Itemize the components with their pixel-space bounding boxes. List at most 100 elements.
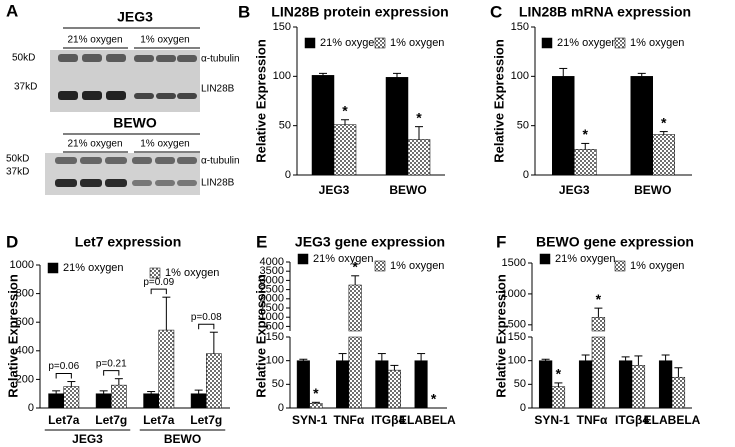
band xyxy=(177,93,197,99)
significance-label: * xyxy=(352,259,358,275)
y-tick-label: 50 xyxy=(272,378,284,390)
bar xyxy=(414,360,428,409)
protein-label: LIN28B xyxy=(201,178,235,189)
bar xyxy=(407,139,431,176)
protein-label: α-tubulin xyxy=(201,54,240,65)
bands xyxy=(55,157,197,187)
x-tick-label: BEWO xyxy=(634,183,671,197)
chart-title: JEG3 gene expression xyxy=(295,234,445,250)
bar xyxy=(652,134,675,176)
x-tick-label: ITGβ4 xyxy=(615,413,649,427)
significance-label: * xyxy=(431,391,437,407)
band xyxy=(58,91,78,100)
y-tick-label: 50 xyxy=(517,120,529,132)
y-tick-label: 100 xyxy=(266,355,284,367)
significance-label: * xyxy=(661,114,667,130)
band xyxy=(106,91,126,100)
legend-label: 1% oxygen xyxy=(165,267,219,279)
bar xyxy=(591,336,606,409)
marker-label: 37kD xyxy=(14,82,37,93)
y-tick-label: 150 xyxy=(273,21,291,33)
y-tick-label: 150 xyxy=(266,331,284,343)
x-tick-label: Let7g xyxy=(95,413,127,427)
x-tick-label: Let7g xyxy=(190,413,222,427)
y-tick-label: 0 xyxy=(285,169,291,181)
bar xyxy=(574,149,597,176)
band xyxy=(156,55,176,62)
bar xyxy=(143,393,160,409)
band xyxy=(132,180,152,186)
bands xyxy=(58,54,197,100)
significance-label: * xyxy=(416,109,422,125)
bar xyxy=(551,386,566,409)
bar xyxy=(296,360,310,409)
bar xyxy=(190,393,207,409)
legend-label: 21% oxygen xyxy=(320,37,381,49)
legend-swatch xyxy=(297,253,309,265)
band xyxy=(134,55,154,62)
bracket xyxy=(55,373,72,379)
x-tick-label: SYN-1 xyxy=(292,413,328,427)
bar xyxy=(48,393,64,409)
y-tick-label: 0 xyxy=(28,402,34,414)
y-axis-label: Relative Expression xyxy=(253,39,268,163)
bar xyxy=(333,124,357,176)
y-tick-label: 150 xyxy=(508,331,526,343)
significance-label: * xyxy=(556,366,562,382)
y-tick-label: 50 xyxy=(279,120,291,132)
bar xyxy=(671,376,686,409)
chart-title: LIN28B protein expression xyxy=(271,4,448,20)
protein-label: LIN28B xyxy=(201,84,235,95)
bar xyxy=(375,360,389,409)
y-axis-label: Relative Expression xyxy=(253,274,268,398)
y-tick-label: 200 xyxy=(16,373,34,385)
blot-title: BEWO xyxy=(113,115,157,131)
p-value-label: p=0.21 xyxy=(96,358,127,369)
x-tick-label: TNFα xyxy=(577,413,608,427)
band xyxy=(132,157,152,164)
panel-a: A JEG3 21% oxygen 1% oxygen 50kD 37kD α-… xyxy=(6,1,240,195)
y-tick-label: 50 xyxy=(514,378,526,390)
panel-letter: D xyxy=(6,232,18,251)
bar xyxy=(618,360,633,409)
legend-label: 21% oxygen xyxy=(63,262,124,274)
bar xyxy=(631,365,646,409)
band xyxy=(80,157,102,164)
y-tick-label: 0 xyxy=(523,169,529,181)
legend-swatch xyxy=(47,262,59,274)
bar xyxy=(206,353,222,409)
bar xyxy=(538,360,553,409)
marker-label: 37kD xyxy=(6,167,29,178)
chart-title: LIN28B mRNA expression xyxy=(519,4,691,20)
x-tick-label: Let7a xyxy=(143,413,175,427)
band xyxy=(155,157,175,164)
y-tick-label: 1000 xyxy=(10,259,34,271)
band xyxy=(82,54,102,62)
legend-swatch xyxy=(374,260,386,272)
legend-swatch xyxy=(149,267,161,279)
band xyxy=(58,54,78,62)
y-tick-label: 600 xyxy=(16,316,34,328)
band xyxy=(177,180,197,186)
y-tick-label: 1500 xyxy=(260,302,284,314)
legend-swatch xyxy=(614,37,626,49)
legend-swatch xyxy=(539,253,551,265)
band xyxy=(82,91,102,100)
panel-letter: E xyxy=(256,232,267,251)
x-tick-label: ELABELA xyxy=(399,413,456,427)
p-value-label: p=0.06 xyxy=(48,361,79,372)
x-tick-label: ITGβ4 xyxy=(371,413,405,427)
y-tick-label: 100 xyxy=(508,355,526,367)
y-tick-label: 500 xyxy=(266,320,284,332)
group-label: BEWO xyxy=(164,432,201,446)
y-tick-label: 3000 xyxy=(260,274,284,286)
condition-label: 1% oxygen xyxy=(140,35,189,46)
y-tick-label: 400 xyxy=(16,345,34,357)
y-axis-label: Relative Expression xyxy=(493,274,508,398)
y-tick-label: 1000 xyxy=(260,311,284,323)
legend-swatch xyxy=(374,37,386,49)
marker-label: 50kD xyxy=(12,53,35,64)
bar xyxy=(158,329,175,409)
y-tick-label: 2500 xyxy=(260,284,284,296)
